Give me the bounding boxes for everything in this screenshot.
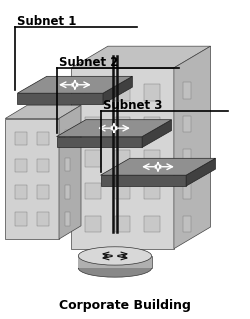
Bar (115, 256, 122, 268)
Bar (183, 216, 192, 232)
Bar (183, 149, 192, 166)
Bar (78, 256, 86, 268)
Bar (183, 82, 192, 99)
Bar (37, 212, 49, 226)
Bar (183, 182, 192, 199)
Bar (37, 159, 49, 172)
Bar (5, 119, 59, 239)
Bar (115, 216, 130, 232)
Bar (85, 183, 101, 199)
Bar (144, 216, 160, 232)
Bar (64, 185, 70, 199)
Bar (15, 185, 27, 199)
Bar (78, 256, 152, 268)
Bar (122, 256, 130, 268)
Bar (15, 212, 27, 226)
Bar (37, 132, 49, 145)
Bar (115, 117, 130, 134)
Bar (100, 256, 108, 268)
Bar (37, 185, 49, 199)
Polygon shape (18, 76, 132, 93)
Polygon shape (100, 158, 216, 175)
Polygon shape (56, 137, 142, 147)
Bar (130, 256, 137, 268)
Polygon shape (142, 120, 172, 147)
Bar (15, 159, 27, 172)
Text: Subnet 1: Subnet 1 (18, 15, 77, 28)
Polygon shape (5, 105, 81, 119)
Bar (144, 84, 160, 101)
Bar (85, 216, 101, 232)
Bar (144, 150, 160, 167)
Bar (115, 84, 130, 101)
Polygon shape (71, 46, 210, 68)
Text: Corporate Building: Corporate Building (59, 299, 191, 312)
Polygon shape (103, 76, 132, 104)
Text: Subnet 3: Subnet 3 (103, 99, 162, 112)
Polygon shape (18, 93, 103, 104)
Bar (86, 256, 93, 268)
Polygon shape (174, 46, 210, 249)
Bar (115, 150, 130, 167)
Bar (85, 150, 101, 167)
Bar (85, 117, 101, 134)
Ellipse shape (78, 247, 152, 265)
Bar (15, 132, 27, 145)
Bar (144, 117, 160, 134)
Polygon shape (100, 175, 186, 186)
Bar (108, 256, 115, 268)
Bar (115, 183, 130, 199)
Bar (64, 158, 70, 171)
Bar (137, 256, 144, 268)
Ellipse shape (78, 259, 152, 277)
Bar (64, 212, 70, 226)
Bar (85, 84, 101, 101)
Bar (64, 130, 70, 144)
Bar (183, 116, 192, 132)
Bar (93, 256, 100, 268)
Bar (144, 183, 160, 199)
Text: Subnet 2: Subnet 2 (59, 56, 118, 69)
Polygon shape (56, 120, 172, 137)
Bar (144, 256, 152, 268)
Polygon shape (59, 105, 81, 239)
Bar (71, 68, 174, 249)
Polygon shape (186, 158, 216, 186)
